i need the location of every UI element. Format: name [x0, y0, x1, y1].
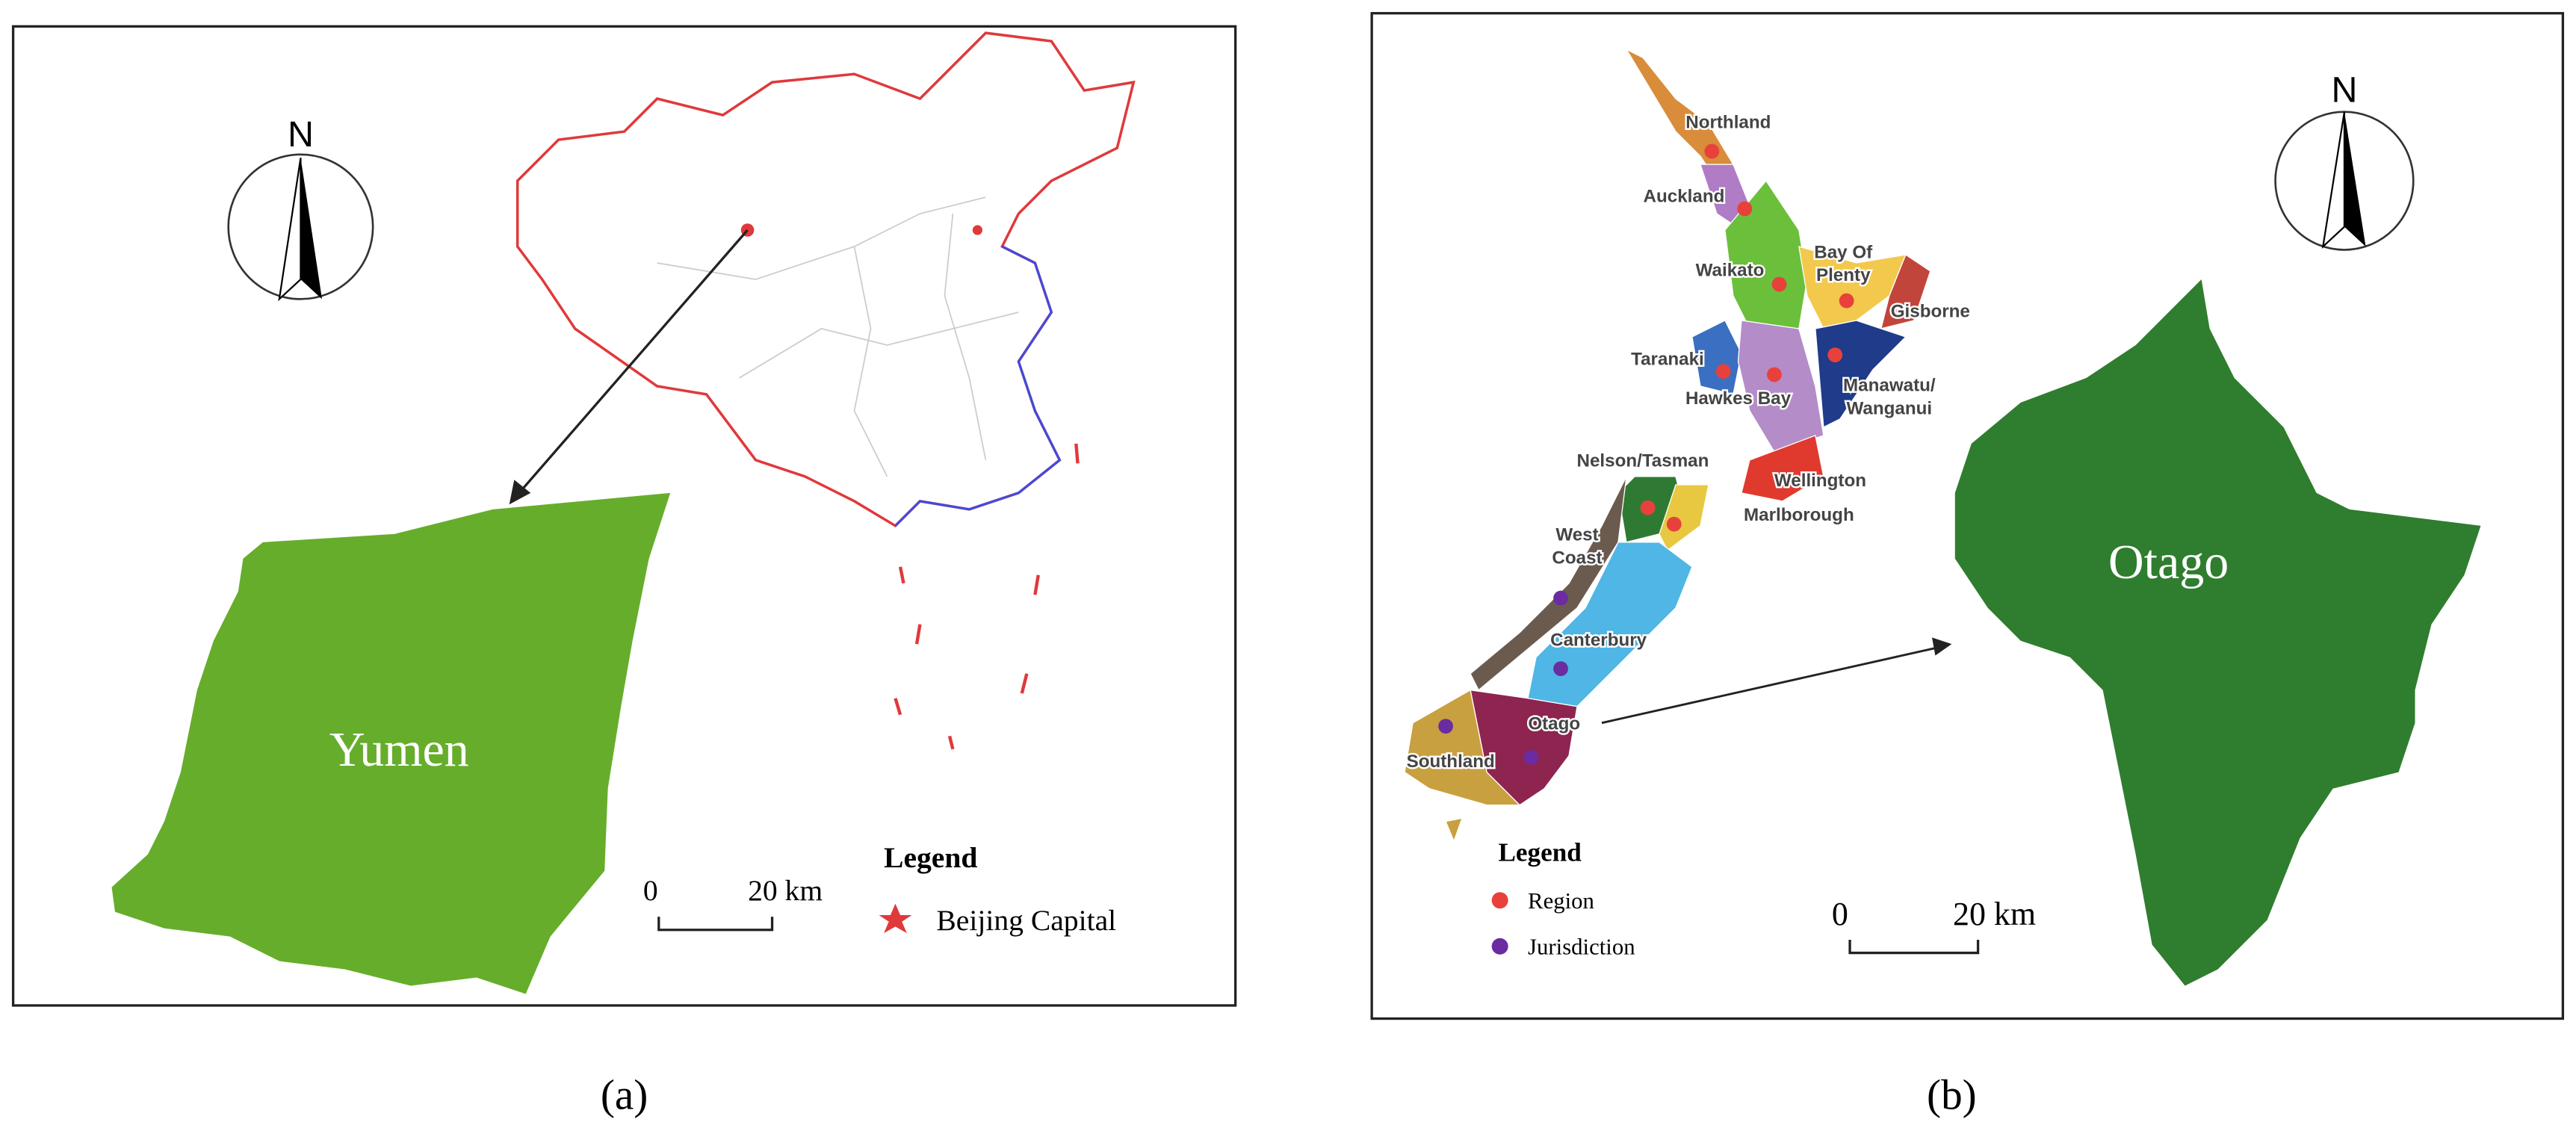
scale-line [1848, 939, 1980, 955]
region-dot [1523, 749, 1539, 765]
area-label: Otago [2108, 535, 2229, 589]
region-label: Wanganui [1847, 398, 1933, 418]
arrow-head [509, 480, 531, 505]
region-shape [1798, 246, 1907, 329]
region-dot [1640, 500, 1656, 515]
region-dot [1839, 293, 1854, 309]
border [853, 246, 888, 477]
area-label: Yumen [329, 722, 469, 777]
region-label: Auckland [1644, 187, 1725, 207]
compass: N [227, 114, 374, 302]
region-shape [1445, 817, 1464, 843]
scale-end: 20 km [748, 874, 823, 907]
island [1020, 673, 1029, 694]
scale-bar: 0 20 km [643, 874, 823, 932]
region-shape [1741, 434, 1824, 502]
region-shape [1470, 476, 1627, 691]
region-dot [1666, 516, 1682, 532]
legend-title: Legend [1498, 837, 1582, 867]
region-dot [1737, 201, 1753, 217]
yumen-area [111, 492, 671, 994]
north-label: N [2331, 69, 2357, 110]
region-label: Nelson/Tasman [1577, 451, 1709, 471]
region-label: Hawkes Bay [1685, 388, 1792, 409]
region-shape [1404, 689, 1521, 806]
region-shape [1880, 253, 1931, 329]
legend-dot [1491, 938, 1508, 955]
island [947, 735, 955, 750]
legend: Legend Beijing Capital [879, 841, 1116, 937]
otago-area [1954, 279, 2481, 986]
region-label: Manawatu/ [1843, 376, 1936, 396]
region-label: Bay Of [1814, 242, 1873, 262]
panel-a: Yumen N 0 20 km Legend Beijing Capital (… [11, 25, 1237, 1118]
region-label: Plenty [1816, 265, 1871, 285]
scale-start: 0 [1832, 896, 1848, 932]
nz-map [1404, 48, 1931, 843]
region-label: West [1555, 525, 1598, 545]
border [944, 213, 987, 461]
islands [894, 443, 1080, 750]
region-label: Gisborne [1891, 302, 1970, 322]
region-label: Waikato [1696, 261, 1765, 281]
nz-labels: Northland Auckland Waikato Bay Of Plenty Gisb… [1405, 111, 1972, 773]
region-shape [1659, 484, 1709, 551]
region-shape [1527, 542, 1693, 707]
legend-item: Beijing Capital [936, 904, 1116, 937]
scale-start: 0 [643, 874, 658, 907]
region-dot [1553, 661, 1568, 677]
north-label: N [288, 114, 314, 155]
region-label: Taranaki [1631, 349, 1704, 369]
province-borders [657, 196, 1019, 477]
region-dot [1771, 276, 1787, 292]
region-dot [1715, 364, 1731, 379]
caption: (b) [1927, 1071, 1977, 1118]
island [1074, 443, 1080, 464]
region-dot [1553, 590, 1568, 606]
legend-item: Region [1528, 888, 1594, 914]
island [894, 698, 902, 716]
scale-line [657, 917, 774, 932]
region-label: Coast [1552, 548, 1602, 568]
island [1033, 574, 1040, 595]
region-label: Northland [1685, 113, 1771, 133]
china-coast [894, 245, 1062, 527]
region-dot [1438, 719, 1453, 734]
region-shape [1724, 179, 1808, 329]
region-dot [1704, 143, 1720, 159]
region-label: Otago [1528, 714, 1580, 734]
legend-title: Legend [884, 841, 977, 874]
legend: Legend Region Jurisdiction [1491, 837, 1635, 960]
region-label: Southland [1407, 752, 1495, 772]
region-label: Marlborough [1744, 505, 1854, 525]
compass: N [2274, 69, 2415, 251]
region-label: Wellington [1774, 471, 1866, 491]
panel-b: Northland Auckland Waikato Bay Of Plenty Gisb… [1370, 12, 2565, 1118]
region-dot [1767, 367, 1782, 382]
scale-end: 20 km [1953, 896, 2036, 932]
caption: (a) [601, 1071, 648, 1118]
scale-bar: 0 20 km [1832, 896, 2036, 955]
island [914, 624, 922, 645]
legend-item: Jurisdiction [1528, 935, 1635, 960]
region-dot [1827, 347, 1843, 363]
beijing-marker [972, 225, 982, 235]
arrow-head [1932, 637, 1952, 656]
legend-dot [1491, 892, 1508, 909]
arrow-line [518, 229, 749, 494]
region-shape [1815, 320, 1907, 428]
border [739, 312, 1019, 379]
island [898, 566, 905, 584]
legend-star [879, 903, 912, 934]
region-label: Canterbury [1550, 630, 1647, 650]
arrow-line [1601, 646, 1939, 725]
